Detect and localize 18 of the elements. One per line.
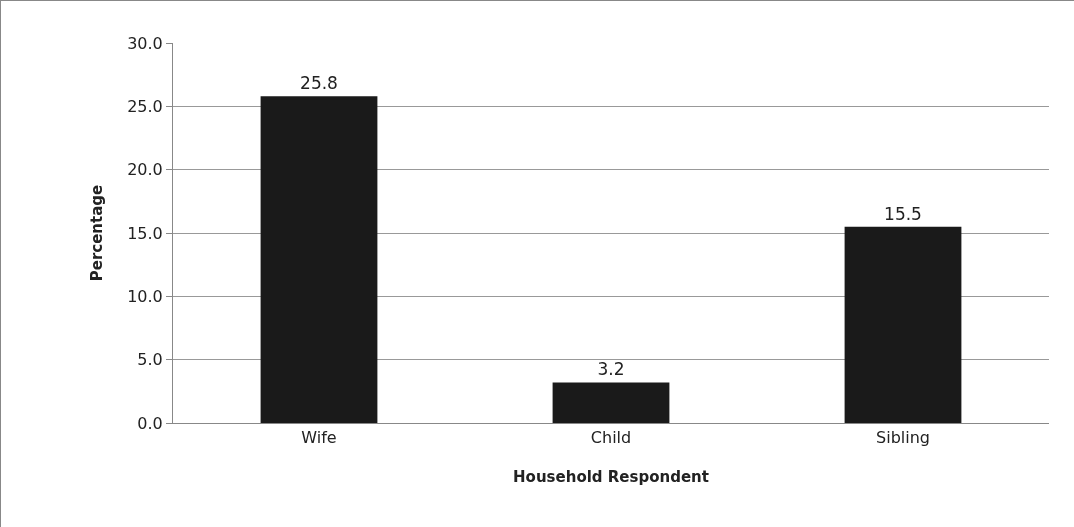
y-tick-label: 30.0 xyxy=(127,33,163,53)
bar xyxy=(552,382,670,423)
data-label: 15.5 xyxy=(884,203,922,224)
y-tick-label: 5.0 xyxy=(137,350,163,370)
x-tick-label: Wife xyxy=(301,428,337,448)
x-axis-title: Household Respondent xyxy=(513,468,709,487)
y-tick-label: 10.0 xyxy=(127,286,163,306)
data-label: 3.2 xyxy=(597,359,625,380)
bar xyxy=(260,96,378,423)
y-tick-label: 0.0 xyxy=(137,413,163,433)
y-tick-label: 15.0 xyxy=(127,223,163,243)
y-tick-label: 20.0 xyxy=(127,160,163,180)
bar xyxy=(844,226,962,423)
y-axis-title: Percentage xyxy=(88,184,107,282)
data-label: 25.8 xyxy=(300,73,338,94)
x-tick-label: Sibling xyxy=(876,428,930,448)
x-tick-label: Child xyxy=(590,428,632,448)
y-tick-label: 25.0 xyxy=(127,96,163,116)
